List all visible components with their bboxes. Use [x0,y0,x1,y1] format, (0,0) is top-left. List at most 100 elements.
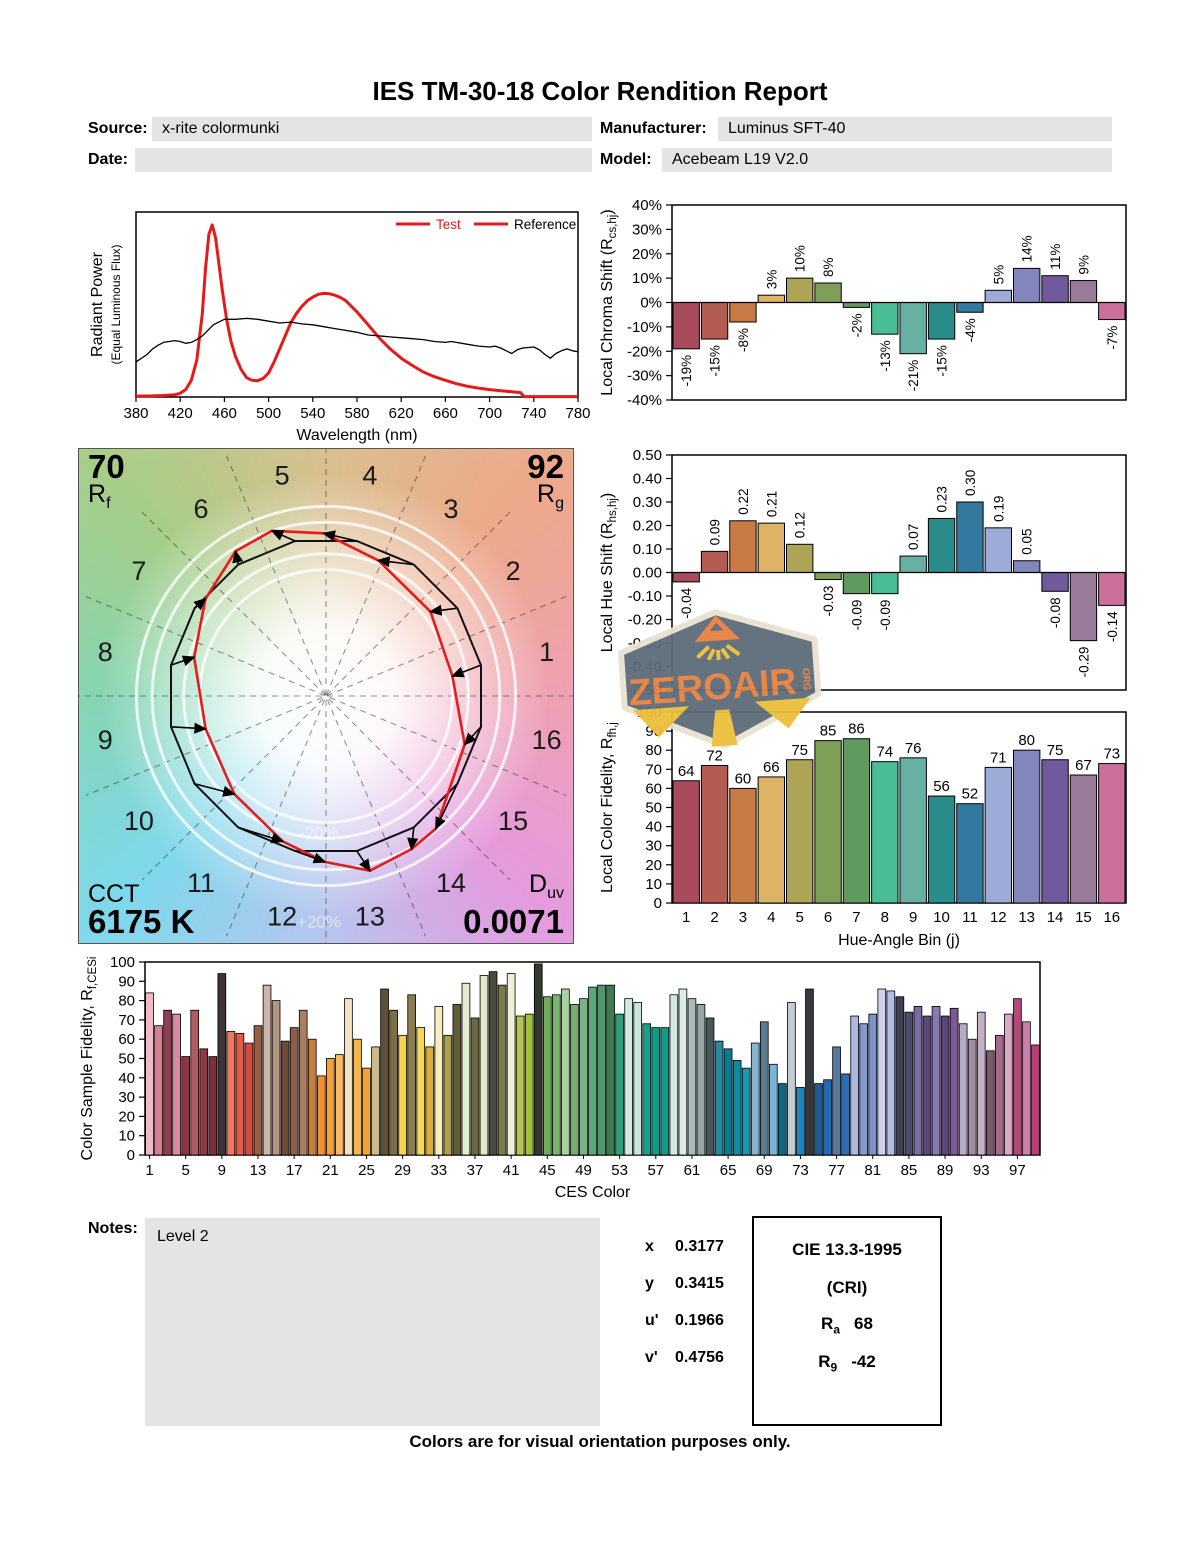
cvg-bin-number-1: 1 [539,637,554,667]
tick-label: 77 [828,1162,845,1179]
chromaticity-x-row: x 0.3177 [645,1238,724,1255]
tick-label: 11 [962,909,978,926]
watermark-emblem-icon [694,615,740,643]
bar-value-label: -0.14 [1105,611,1120,642]
bar-bin-2 [700,302,729,340]
cvg-bin-number-2: 2 [506,556,521,586]
bar-bin-16 [1098,763,1126,904]
bar-ces-72 [787,1002,796,1156]
r9-row: R9 -42 [818,1352,876,1375]
bar-value-label: 0.05 [1020,528,1035,554]
bar-value-label: 3% [764,270,779,290]
bar-value-label: 80 [1018,732,1035,749]
tick-label: 10 [118,1128,135,1145]
y-axis-subtitle: (Equal Luminous Flux) [109,244,123,364]
bar-ces-26 [371,1046,380,1156]
bar-ces-73 [796,1087,805,1156]
bar-value-label: 0.30 [963,470,978,496]
tick-label: 1 [145,1162,153,1179]
bar-bin-1 [672,302,700,350]
tick-label: 45 [539,1162,556,1179]
tick-label: 0.40 [633,471,662,488]
bar-ces-48 [570,1004,579,1156]
tick-label: 16 [1103,909,1120,926]
bar-ces-27 [380,988,389,1156]
bar-ces-22 [335,1054,344,1156]
bar-ces-39 [488,971,498,1156]
bar-ces-1 [145,992,154,1156]
bar-bin-15 [1069,280,1098,303]
bar-value-label: 85 [820,723,837,740]
source-value: x-rite colormunki [152,117,592,141]
bar-value-label: 60 [735,770,752,787]
chromaticity-v-row: v' 0.4756 [645,1349,724,1366]
bar-bin-2 [700,764,729,904]
rg-symbol: Rg [537,480,564,513]
test-vector-polygon [192,529,467,873]
bar-ces-40 [497,984,507,1156]
bar-bin-15 [1069,572,1098,642]
bar-ces-63 [705,1017,715,1156]
source-label: Source: [88,120,148,137]
tick-label: 40 [645,819,662,836]
shift-arrow-bin-3 [376,556,414,568]
bar-value-label: 0.21 [764,491,779,517]
tick-label: 97 [1009,1162,1026,1179]
tick-label: 49 [575,1162,592,1179]
bar-ces-74 [805,988,814,1156]
bar-value-label: -0.09 [849,600,864,631]
bar-ces-20 [316,1075,326,1156]
cvg-bin-number-12: 12 [267,902,297,932]
bar-ces-81 [868,1013,878,1156]
bar-ces-4 [172,1013,181,1156]
tick-label: 29 [394,1162,411,1179]
bar-bin-3 [729,302,757,323]
tick-label: 700 [477,405,502,422]
bar-ces-60 [678,988,688,1156]
tick-label: 580 [344,405,369,422]
bar-ces-83 [886,990,896,1156]
bar-ces-52 [606,984,615,1156]
manufacturer-value: Luminus SFT-40 [718,117,1112,141]
tick-label: 0.50 [633,447,662,464]
tick-label: 0.30 [633,494,662,511]
bar-bin-1 [672,780,700,904]
tick-label: 10 [933,909,950,926]
shift-arrow-bin-10 [194,783,236,797]
cvg-bin-number-8: 8 [98,637,113,667]
shift-arrow-bin-6 [232,549,244,565]
tick-label: 540 [300,405,325,422]
tick-label: 100 [110,954,135,971]
tick-label: 30% [632,221,662,238]
tick-label: 10 [645,876,662,893]
chromaticity-u-row: u' 0.1966 [645,1312,724,1329]
rg-block: 92 Rg [527,450,564,516]
tick-label: 80 [645,742,662,759]
bar-bin-6 [814,740,842,904]
cvg-bin-number-10: 10 [124,806,154,836]
bar-bin-10 [927,302,956,340]
bar-ces-19 [307,1038,317,1156]
bar-value-label: 9% [1076,255,1091,275]
bar-bin-1 [672,572,700,583]
bar-ces-31 [416,1027,426,1156]
bar-value-label: 11% [1048,244,1063,270]
bar-bin-13 [1013,267,1041,303]
bar-bin-14 [1041,572,1069,592]
shift-arrow-bin-5 [270,530,296,542]
tick-label: 17 [286,1162,303,1179]
cvg-bin-number-3: 3 [443,494,458,524]
tick-label: 9 [909,909,917,926]
bar-bin-2 [700,550,729,573]
bar-bin-7 [842,572,871,595]
bar-value-label: -19% [679,355,694,387]
tick-label: 50 [118,1051,135,1068]
cct-label: CCT [88,880,140,908]
tick-label: Wavelength (nm) [296,427,417,444]
axis-title: Color Sample Fidelity, Rf,CESi [79,957,99,1161]
bar-value-label: 75 [1047,742,1064,759]
tick-label: 53 [611,1162,628,1179]
bar-ces-94 [985,1050,995,1156]
bar-bin-12 [984,289,1012,303]
